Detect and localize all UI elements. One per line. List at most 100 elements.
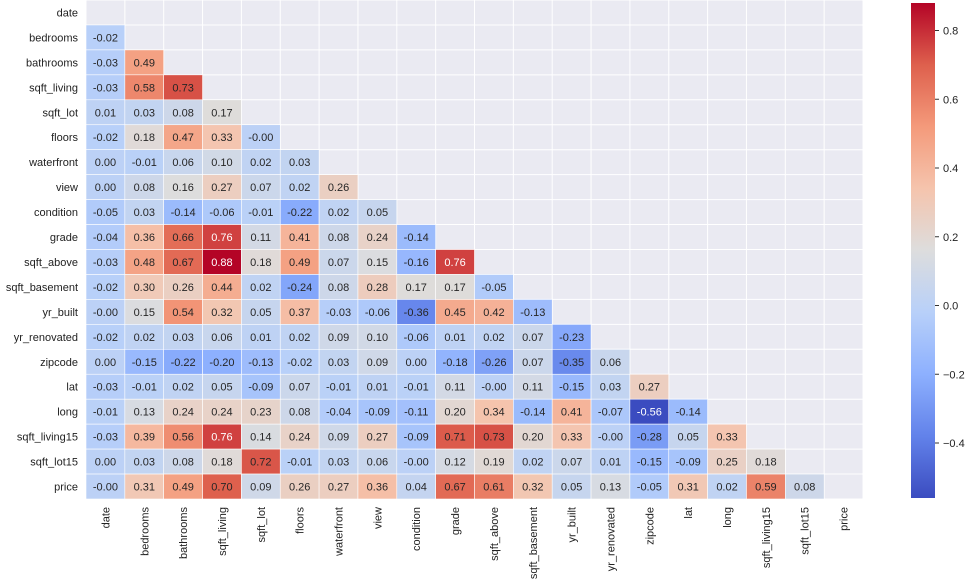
y-tick-label-bedrooms: bedrooms bbox=[29, 32, 78, 44]
cell-value-label: 0.03 bbox=[134, 107, 155, 119]
heatmap-cell-yr_renovated-waterfront bbox=[318, 324, 359, 350]
cell-value-label: 0.00 bbox=[95, 457, 116, 469]
heatmap-cell-long-sqft_lot bbox=[241, 398, 281, 425]
cell-value-label: -0.22 bbox=[287, 207, 312, 219]
cell-value-label: 0.26 bbox=[328, 182, 349, 194]
cell-value-label: -0.13 bbox=[248, 357, 273, 369]
cell-value-label: 0.17 bbox=[406, 282, 427, 294]
cell-value-label: -0.02 bbox=[93, 32, 118, 44]
heatmap-cell-price-sqft_living bbox=[202, 473, 242, 500]
heatmap-cell-lat-condition bbox=[396, 373, 436, 400]
cell-value-label: 0.16 bbox=[172, 182, 193, 194]
heatmap-cell-condition-floors bbox=[279, 199, 320, 225]
cell-value-label: -0.01 bbox=[326, 382, 351, 394]
heatmap-cell-yr_built-sqft_lot bbox=[241, 299, 281, 325]
cell-value-label: 0.49 bbox=[289, 257, 310, 269]
heatmap-cell-bedrooms-date bbox=[85, 24, 126, 51]
cell-value-label: 0.73 bbox=[483, 432, 504, 444]
cell-value-label: 0.45 bbox=[444, 307, 465, 319]
cell-value-label: 0.14 bbox=[250, 432, 271, 444]
heatmap-cell-sqft_lot15-sqft_basement bbox=[513, 448, 553, 475]
cell-value-label: -0.00 bbox=[248, 132, 273, 144]
cell-value-label: -0.15 bbox=[132, 357, 157, 369]
heatmap-cell-price-floors bbox=[279, 473, 320, 500]
cell-value-label: 0.01 bbox=[600, 457, 621, 469]
heatmap-cell-condition-waterfront bbox=[318, 199, 359, 225]
heatmap-cell-sqft_basement-view bbox=[357, 274, 398, 300]
x-tick-label-sqft_lot: sqft_lot bbox=[256, 507, 268, 542]
x-tick-label-view: view bbox=[372, 507, 384, 529]
cell-value-label: 0.33 bbox=[716, 432, 737, 444]
cell-value-label: 0.07 bbox=[522, 357, 543, 369]
y-tick-label-sqft_living15: sqft_living15 bbox=[17, 432, 78, 444]
heatmap-cell-waterfront-date bbox=[85, 149, 126, 175]
cell-value-label: 0.72 bbox=[250, 457, 271, 469]
heatmap-cell-zipcode-sqft_basement bbox=[513, 348, 553, 375]
cell-value-label: 0.39 bbox=[134, 432, 155, 444]
y-tick-label-zipcode: zipcode bbox=[40, 357, 78, 369]
heatmap-cell-grade-bathrooms bbox=[163, 224, 203, 250]
cell-value-label: -0.15 bbox=[559, 382, 584, 394]
heatmap-cell-sqft_lot-bedrooms bbox=[124, 99, 164, 126]
cell-value-label: -0.03 bbox=[93, 432, 118, 444]
cell-value-label: -0.35 bbox=[559, 357, 584, 369]
heatmap-cell-zipcode-bedrooms bbox=[124, 348, 164, 375]
cell-value-label: -0.01 bbox=[248, 207, 273, 219]
colorbar: −0.4 −0.2 0.0 0.2 0.4 0.6 0.8 bbox=[911, 3, 965, 498]
cell-value-label: -0.06 bbox=[365, 307, 390, 319]
heatmap-cell-price-bedrooms bbox=[124, 473, 164, 500]
cell-value-label: 0.04 bbox=[406, 482, 427, 494]
cell-value-label: 0.19 bbox=[483, 457, 504, 469]
cell-value-label: 0.02 bbox=[716, 482, 737, 494]
y-tick-label-floors: floors bbox=[51, 132, 78, 144]
heatmap-cell-price-sqft_living15 bbox=[746, 473, 786, 500]
cell-value-label: -0.09 bbox=[365, 407, 390, 419]
cell-value-label: 0.08 bbox=[172, 107, 193, 119]
cell-value-label: 0.08 bbox=[328, 232, 349, 244]
cell-value-label: 0.00 bbox=[95, 157, 116, 169]
heatmap-cell-long-sqft_basement bbox=[513, 398, 553, 425]
cell-value-label: 0.06 bbox=[211, 332, 232, 344]
heatmap-cell-sqft_above-sqft_lot bbox=[241, 249, 281, 275]
cell-value-label: 0.27 bbox=[328, 482, 349, 494]
cell-value-label: -0.03 bbox=[93, 82, 118, 94]
cell-value-label: 0.01 bbox=[250, 332, 271, 344]
cell-value-label: 0.09 bbox=[250, 482, 271, 494]
cell-value-label: 0.54 bbox=[172, 307, 193, 319]
cell-value-label: -0.14 bbox=[520, 407, 545, 419]
heatmap-cell-sqft_lot15-bedrooms bbox=[124, 448, 164, 475]
cell-value-label: 0.07 bbox=[522, 332, 543, 344]
cell-value-label: -0.00 bbox=[93, 307, 118, 319]
x-tick-label-waterfront: waterfront bbox=[334, 507, 346, 557]
cell-value-label: 0.28 bbox=[367, 282, 388, 294]
heatmap-cell-long-view bbox=[357, 398, 398, 425]
heatmap-cell-sqft_lot15-sqft_living bbox=[202, 448, 242, 475]
heatmap-cell-price-long bbox=[707, 473, 747, 500]
cell-value-label: -0.24 bbox=[287, 282, 312, 294]
cell-value-label: -0.14 bbox=[171, 207, 196, 219]
cell-value-label: 0.20 bbox=[444, 407, 465, 419]
cell-value-label: 0.03 bbox=[328, 457, 349, 469]
cell-value-label: 0.41 bbox=[561, 407, 582, 419]
heatmap-cell-grade-date bbox=[85, 224, 126, 250]
heatmap-cell-price-lat bbox=[668, 473, 708, 500]
cell-value-label: 0.27 bbox=[367, 432, 388, 444]
cell-value-label: 0.33 bbox=[211, 132, 232, 144]
heatmap-cell-sqft_lot15-lat bbox=[668, 448, 708, 475]
heatmap-cell-price-zipcode bbox=[629, 473, 670, 500]
cell-value-label: 0.06 bbox=[367, 457, 388, 469]
x-tick-label-bedrooms: bedrooms bbox=[139, 507, 151, 556]
cell-value-label: 0.07 bbox=[561, 457, 582, 469]
heatmap-cell-price-sqft_lot15 bbox=[784, 473, 825, 500]
cell-value-label: 0.09 bbox=[367, 357, 388, 369]
colorbar-tick-label: 0.4 bbox=[943, 163, 958, 175]
cell-value-label: 0.67 bbox=[172, 257, 193, 269]
heatmap-cell-price-grade bbox=[435, 473, 475, 500]
colorbar-tick-label: 0.0 bbox=[943, 301, 958, 313]
heatmap-cell-sqft_living-date bbox=[85, 74, 126, 101]
y-tick-label-date: date bbox=[57, 7, 78, 19]
cell-value-label: 0.02 bbox=[483, 332, 504, 344]
cell-value-label: 0.01 bbox=[367, 382, 388, 394]
heatmap-cell-sqft_living15-waterfront bbox=[318, 423, 359, 450]
heatmap-cell-floors-sqft_living bbox=[202, 124, 242, 151]
